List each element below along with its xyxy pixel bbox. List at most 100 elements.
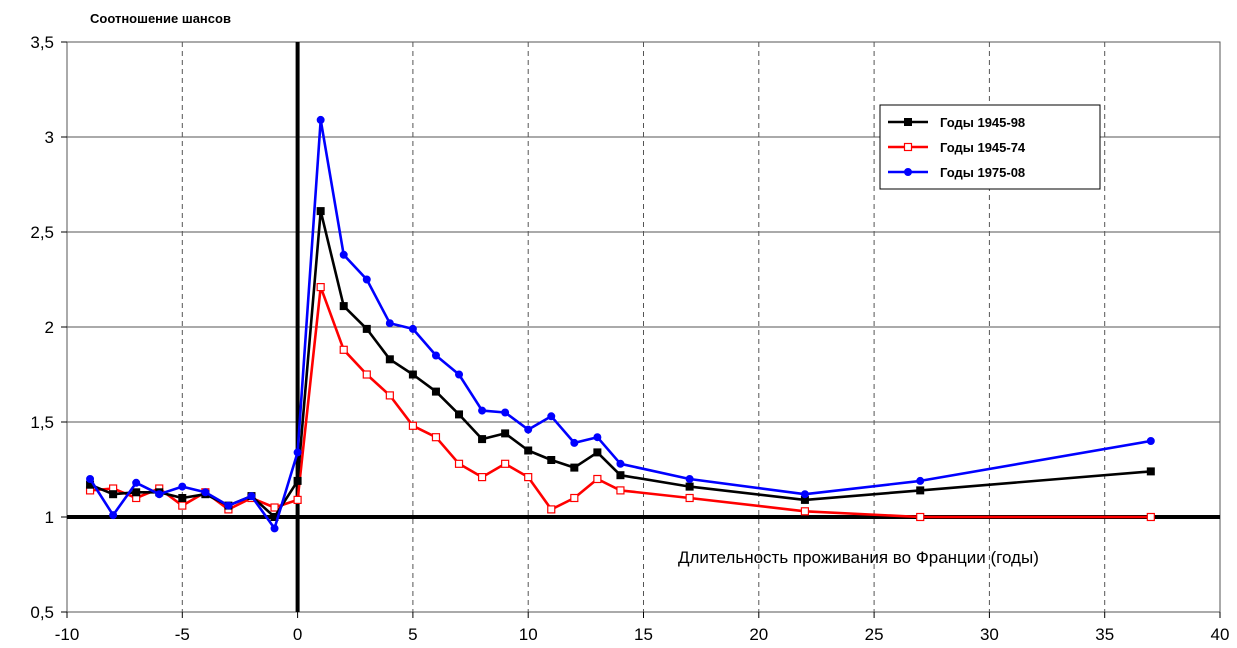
data-point [431,433,441,442]
data-point [132,478,141,487]
y-tick-label: 3,5 [30,33,54,52]
y-tick-label: 1,5 [30,413,54,432]
data-point [385,355,394,364]
data-point [339,345,348,354]
data-point [593,433,602,442]
data-point [362,370,371,379]
data-point [800,507,810,516]
data-point [455,410,464,419]
data-point [178,501,187,510]
x-tick-label: -10 [55,625,80,644]
y-axis-title: Соотношение шансов [90,11,231,26]
data-point [1146,467,1155,476]
data-point [547,412,556,421]
data-point [616,459,625,468]
data-point [431,351,440,360]
data-point [1146,512,1155,522]
data-point [270,524,279,533]
data-point [293,476,302,485]
x-tick-label: 10 [519,625,538,644]
data-point [362,324,371,333]
x-tick-label: 40 [1211,625,1230,644]
legend: Годы 1945-98 Годы 1945-74 Годы 1975-08 [879,104,1101,190]
data-point [547,505,556,514]
data-point [132,488,141,497]
legend-label: Годы 1945-74 [940,140,1026,155]
series-0 [86,207,1155,521]
data-point [593,448,602,457]
series-line [89,118,1152,530]
data-point [916,486,925,495]
data-point [293,495,302,504]
data-point [178,494,187,502]
data-point [362,275,371,284]
data-point [501,408,510,417]
series-2 [86,115,1155,533]
data-point [904,168,912,176]
data-point [408,421,417,430]
data-point [685,475,694,483]
data-point [408,324,417,333]
y-tick-label: 1 [45,508,54,527]
data-point [408,370,417,379]
data-point [385,391,394,400]
y-tick-label: 2,5 [30,223,54,242]
data-point [1146,437,1155,445]
data-point [478,406,487,415]
data-point [455,370,464,379]
data-point [247,492,256,501]
data-point [616,486,625,495]
data-point [570,493,579,503]
series-line [89,209,1151,519]
y-tick-label: 3 [45,128,54,147]
x-tick-label: 0 [293,625,302,644]
data-point [316,207,325,216]
data-point [916,476,925,485]
data-point [524,473,533,482]
y-tick-label: 0,5 [30,603,54,622]
data-point [524,446,533,455]
data-point [616,471,625,480]
data-point [293,448,302,457]
data-point [109,490,118,499]
data-point [593,474,602,484]
x-axis-title: Длительность проживания во Франции (годы… [678,548,1039,567]
series-group [85,115,1155,533]
data-point [903,142,913,152]
data-point [916,512,925,522]
x-tick-label: 5 [408,625,417,644]
data-point [570,438,579,447]
data-point [478,435,487,444]
data-point [570,463,579,472]
data-point [270,503,279,512]
legend-label: Годы 1945-98 [940,115,1025,130]
tick-labels: -10 -5 0 5 10 15 20 25 30 35 40 0,5 1 1,5 2 2,5 3 3,5 [30,33,1229,644]
data-point [501,459,510,468]
x-tick-label: 25 [865,625,884,644]
data-point [86,475,95,483]
data-point [501,429,510,438]
data-point [339,302,348,311]
data-point [385,319,394,328]
data-point [155,490,164,499]
data-point [477,473,487,482]
series-line [89,285,1151,519]
x-tick-label: 20 [749,625,768,644]
data-point [685,482,694,491]
x-tick-label: -5 [175,625,190,644]
data-point [201,488,210,497]
data-point [904,118,912,126]
data-point [316,115,325,124]
data-point [454,459,464,468]
x-tick-label: 30 [980,625,999,644]
data-point [178,482,187,491]
data-point [685,493,694,503]
data-point [224,501,233,510]
data-point [547,456,556,464]
data-point [339,250,348,259]
data-point [431,387,440,396]
data-point [800,490,809,499]
data-point [524,425,533,434]
x-tick-label: 15 [634,625,653,644]
